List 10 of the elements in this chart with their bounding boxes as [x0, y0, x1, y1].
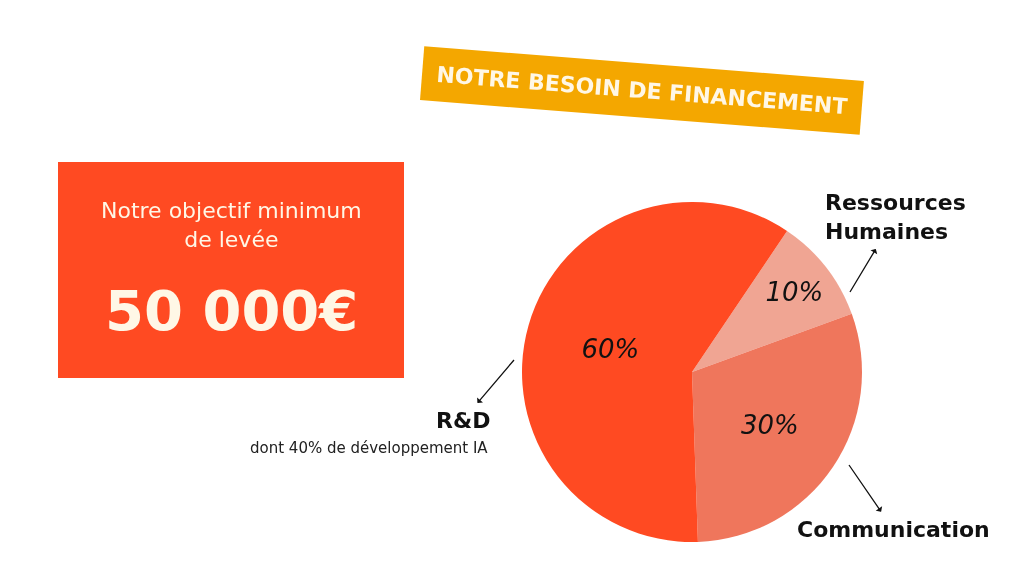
text: dont 40% de développement IA: [250, 439, 489, 457]
data-label: 30%: [741, 409, 799, 440]
chart-title: NOTRE BESOIN DE FINANCEMENT: [435, 61, 849, 120]
text: 50 000€: [105, 278, 359, 343]
slice-label: R&D: [436, 408, 491, 433]
slice-label: Communication: [797, 517, 990, 542]
slice-label: Ressources Humaines: [825, 190, 966, 244]
data-label: 10%: [765, 277, 824, 308]
data-label: 60%: [581, 333, 640, 364]
text: Notre objectif minimum de levée: [101, 198, 362, 252]
